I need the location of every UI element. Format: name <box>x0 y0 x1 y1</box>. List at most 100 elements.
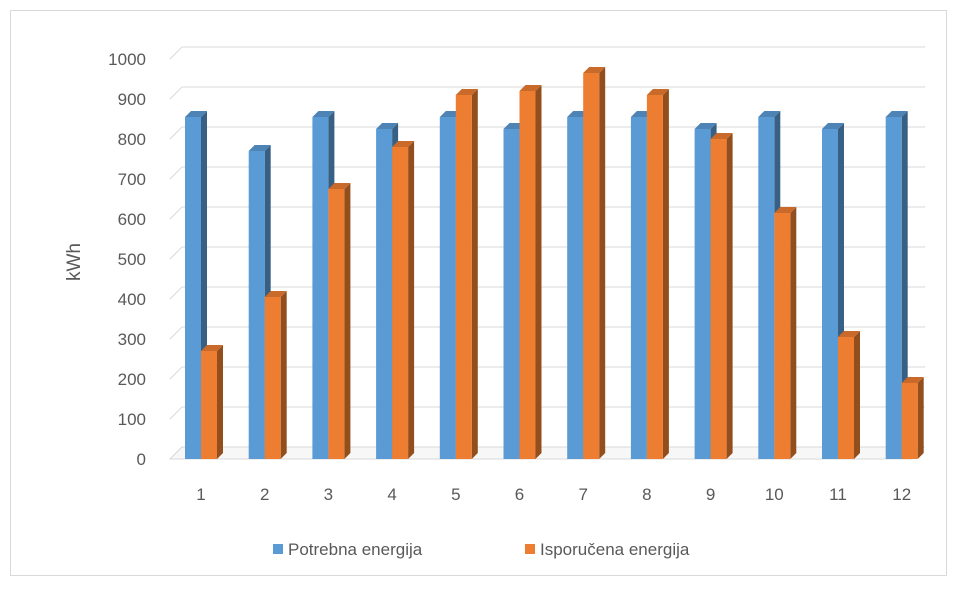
bar-front <box>758 117 775 459</box>
bar-top <box>328 183 351 189</box>
bar-isporucena-4 <box>392 141 415 459</box>
bar-side <box>854 331 860 459</box>
bar-front <box>439 117 456 459</box>
y-tick-label: 400 <box>118 290 146 309</box>
bar-front <box>885 117 902 459</box>
bar-top <box>185 111 207 117</box>
bar-top <box>392 141 415 147</box>
legend-swatch <box>273 544 283 554</box>
bar-potrebna-12 <box>885 111 908 459</box>
x-tick-label: 5 <box>451 485 460 504</box>
bar-side <box>217 345 223 459</box>
legend-item-isporucena: Isporučena energija <box>525 540 690 559</box>
bar-top <box>264 291 287 297</box>
x-tick-label: 7 <box>578 485 587 504</box>
bar-isporucena-12 <box>901 377 924 459</box>
bar-side <box>790 207 797 459</box>
bar-side <box>726 133 733 459</box>
y-tick-label: 600 <box>118 210 146 229</box>
floor-plane <box>168 446 926 460</box>
y-tick-label: 1000 <box>108 50 146 69</box>
bar-front <box>838 337 854 459</box>
gridline-side <box>169 46 183 60</box>
x-tick-label: 8 <box>642 485 651 504</box>
bar-side <box>280 291 287 459</box>
bar-isporucena-5 <box>455 89 478 459</box>
y-tick-label: 100 <box>118 410 146 429</box>
gridlines <box>169 46 925 460</box>
bar-top <box>822 123 844 129</box>
bar-isporucena-7 <box>583 67 606 459</box>
bar-top <box>710 133 733 139</box>
y-axis-title: kWh <box>64 243 85 281</box>
legend-item-potrebna: Potrebna energija <box>273 540 423 559</box>
x-tick-label: 3 <box>324 485 333 504</box>
bar-top <box>838 331 860 337</box>
bar-front <box>630 117 647 459</box>
bar-front <box>328 189 345 459</box>
gridline-side <box>169 126 183 140</box>
y-tick-label: 900 <box>118 90 146 109</box>
legend-label: Potrebna energija <box>288 540 423 559</box>
gridline-side <box>169 246 183 260</box>
bar-top <box>583 67 606 73</box>
bar-front <box>774 213 791 459</box>
y-tick-label: 200 <box>118 370 146 389</box>
y-tick-label: 800 <box>118 130 146 149</box>
gridline-side <box>169 326 183 340</box>
y-tick-label: 500 <box>118 250 146 269</box>
x-tick-label: 11 <box>829 485 847 504</box>
bar-front <box>567 117 584 459</box>
gridline-side <box>169 286 183 300</box>
bar-front <box>519 91 536 459</box>
bar-side <box>535 85 542 459</box>
y-tick-label: 700 <box>118 170 146 189</box>
bar-top <box>201 345 223 351</box>
gridline-side <box>169 366 183 380</box>
bar-side <box>471 89 478 459</box>
bar-front <box>376 129 393 459</box>
x-tick-label: 10 <box>765 485 784 504</box>
bar-front <box>248 151 265 459</box>
bar-side <box>662 89 669 459</box>
bar-side <box>599 67 606 459</box>
bar-top <box>376 123 399 129</box>
legend-label: Isporučena energija <box>540 540 690 559</box>
legend-swatch <box>525 544 535 554</box>
bar-front <box>185 117 201 459</box>
bar-front <box>312 117 329 459</box>
bar-top <box>901 377 924 383</box>
gridline-side <box>169 206 183 220</box>
bar-front <box>901 383 918 459</box>
bar-isporucena-3 <box>328 183 351 459</box>
x-tick-label: 4 <box>387 485 396 504</box>
x-tick-label: 6 <box>515 485 524 504</box>
bar-isporucena-2 <box>264 291 287 459</box>
bar-front <box>503 129 520 459</box>
gridline-side <box>169 406 183 420</box>
gridline-side <box>169 166 183 180</box>
bar-isporucena-11 <box>838 331 860 459</box>
bar-top <box>248 145 271 151</box>
bar-isporucena-10 <box>774 207 797 459</box>
bar-front <box>455 95 472 459</box>
bar-top <box>694 123 717 129</box>
bar-isporucena-9 <box>710 133 733 459</box>
y-axis-ticks: 0 100 200 300 400 500 600 700 800 900 1000 <box>108 50 146 469</box>
bar-top <box>455 89 478 95</box>
bar-top <box>519 85 542 91</box>
x-tick-label: 1 <box>196 485 205 504</box>
y-tick-label: 0 <box>137 450 146 469</box>
bar-top <box>885 111 908 117</box>
x-axis-ticks: 1 2 3 4 5 6 7 8 9 10 11 12 <box>196 485 911 504</box>
bar-isporucena-1 <box>201 345 223 459</box>
bar-side <box>901 111 908 459</box>
x-tick-label: 2 <box>260 485 269 504</box>
bar-front <box>710 139 727 459</box>
bar-front <box>392 147 409 459</box>
bar-top <box>774 207 797 213</box>
y-tick-label: 300 <box>118 330 146 349</box>
bar-top <box>312 111 335 117</box>
